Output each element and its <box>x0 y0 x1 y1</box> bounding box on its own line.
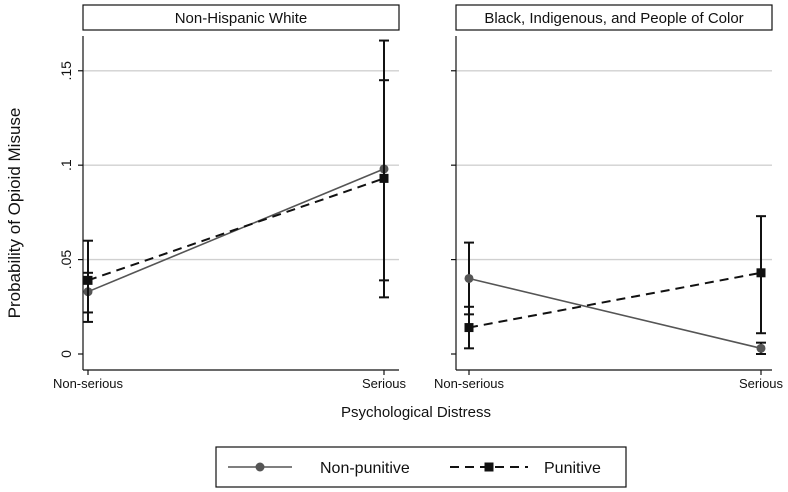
data-point-square <box>379 173 389 183</box>
panel-title-box <box>455 4 773 31</box>
series-line <box>468 271 762 329</box>
series-line <box>468 277 762 350</box>
series-punitive <box>464 215 766 350</box>
legend-label: Non-punitive <box>320 460 410 477</box>
panel-title: Non-Hispanic White <box>175 10 308 27</box>
data-point-square <box>464 323 474 333</box>
y-tick-label: .15 <box>58 61 74 81</box>
data-point-circle <box>756 343 766 353</box>
x-tick-label: Serious <box>739 376 784 391</box>
x-tick-label: Non-serious <box>434 376 505 391</box>
data-point-square <box>83 275 93 285</box>
legend-label: Punitive <box>544 460 601 477</box>
y-tick-label: .1 <box>58 159 74 171</box>
data-point-square <box>756 268 766 278</box>
y-tick-label: .05 <box>58 250 74 270</box>
x-tick-label: Serious <box>362 376 407 391</box>
x-axis-label: Psychological Distress <box>341 404 491 421</box>
legend-key-marker <box>255 462 265 472</box>
legend: Non-punitive Punitive <box>215 446 627 488</box>
x-tick-label: Non-serious <box>53 376 124 391</box>
series-non-punitive <box>83 39 389 323</box>
panel-title: Black, Indigenous, and People of Color <box>484 10 743 27</box>
series-punitive <box>83 79 389 314</box>
panel-2: Black, Indigenous, and People of Color No… <box>434 4 784 391</box>
y-tick-label: 0 <box>58 350 74 358</box>
data-point-circle <box>464 273 474 283</box>
panel-title-box <box>82 4 400 31</box>
legend-key-marker <box>484 462 494 472</box>
y-axis-label: Probability of Opioid Misuse <box>5 108 24 319</box>
panel-1: Non-Hispanic White 0 .05 .1 .15 Non-serious Se… <box>53 4 407 391</box>
series-line <box>87 177 385 282</box>
